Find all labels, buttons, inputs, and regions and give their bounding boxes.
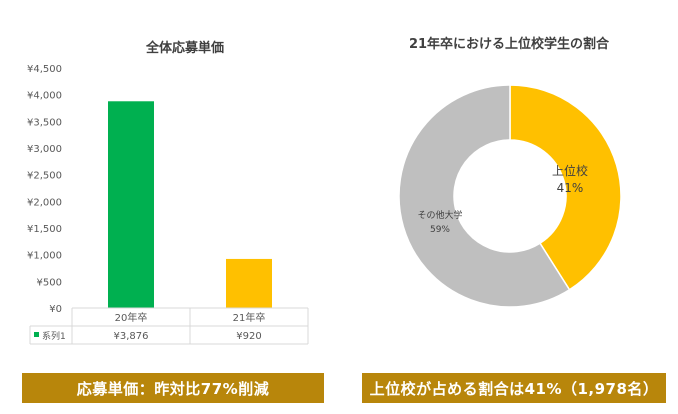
bar-chart: 全体応募単価 ¥0 ¥500 ¥1,000 ¥1,500 ¥2,000 ¥2,500 ¥3,…: [27, 40, 309, 345]
table-value-cell: ¥920: [236, 331, 261, 342]
donut-slice: [509, 84, 622, 291]
right-summary-text: 上位校が占める割合は41%（1,978名）: [369, 379, 659, 398]
y-tick-label: ¥500: [37, 277, 62, 288]
x-category-label: 21年卒: [233, 311, 266, 324]
donut-chart-title: 21年卒における上位校学生の割合: [409, 36, 610, 52]
y-tick-label: ¥2,500: [27, 171, 62, 182]
slice-label: 上位校: [552, 163, 588, 178]
y-tick-label: ¥3,000: [27, 144, 62, 155]
y-tick-label: ¥1,500: [27, 224, 62, 235]
y-tick-label: ¥1,000: [27, 251, 62, 262]
y-tick-label: ¥0: [49, 304, 62, 315]
bar: [108, 101, 154, 308]
donut-chart-panel: 21年卒における上位校学生の割合 上位校 41% その他大学 59%: [340, 0, 678, 360]
donut-slice: [398, 84, 571, 308]
slice-label: その他大学: [417, 209, 462, 221]
slice-percent-label: 59%: [430, 225, 450, 235]
bar-chart-title: 全体応募単価: [145, 40, 224, 56]
y-tick-label: ¥4,500: [27, 64, 62, 75]
slice-percent-label: 41%: [557, 181, 584, 195]
y-tick-label: ¥3,500: [27, 117, 62, 128]
table-value-cell: ¥3,876: [114, 331, 149, 342]
y-tick-label: ¥2,000: [27, 197, 62, 208]
y-tick-label: ¥4,000: [27, 91, 62, 102]
x-category-label: 20年卒: [115, 311, 148, 324]
left-summary-text: 応募単価：昨対比77%削減: [76, 379, 270, 398]
donut-chart: 21年卒における上位校学生の割合 上位校 41% その他大学 59%: [398, 36, 622, 308]
bar: [226, 258, 272, 308]
legend-series-name: 系列1: [42, 330, 66, 342]
legend-swatch: [34, 332, 39, 337]
right-summary-banner: 上位校が占める割合は41%（1,978名）: [362, 373, 666, 403]
bar-chart-panel: 全体応募単価 ¥0 ¥500 ¥1,000 ¥1,500 ¥2,000 ¥2,500 ¥3,…: [0, 0, 340, 360]
left-summary-banner: 応募単価：昨対比77%削減: [22, 373, 324, 403]
